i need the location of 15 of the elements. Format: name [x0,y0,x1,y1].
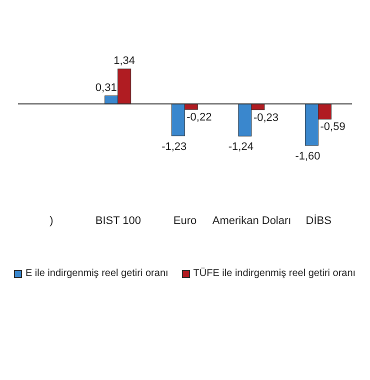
data-label: -0,23 [253,112,279,124]
legend-label: TÜFE ile indirgenmiş reel getiri oranı [192,268,356,279]
data-label: -1,60 [295,150,320,162]
x-tick-label: Amerikan Doları [212,214,292,227]
data-label: -1,23 [162,140,187,153]
data-label: 0,31 [95,82,117,94]
x-tick-label: Euro [173,214,197,227]
data-label: 1,34 [114,54,136,67]
data-label: -1,24 [228,141,254,154]
data-label: -0,22 [186,112,212,124]
x-tick-label: DİBS [306,214,332,227]
data-label: -0,59 [320,121,346,134]
x-tick-label: ) [50,214,54,227]
legend-label: E ile indirgenmiş reel getiri oranı [24,268,168,279]
x-tick-label: BIST 100 [95,214,142,227]
